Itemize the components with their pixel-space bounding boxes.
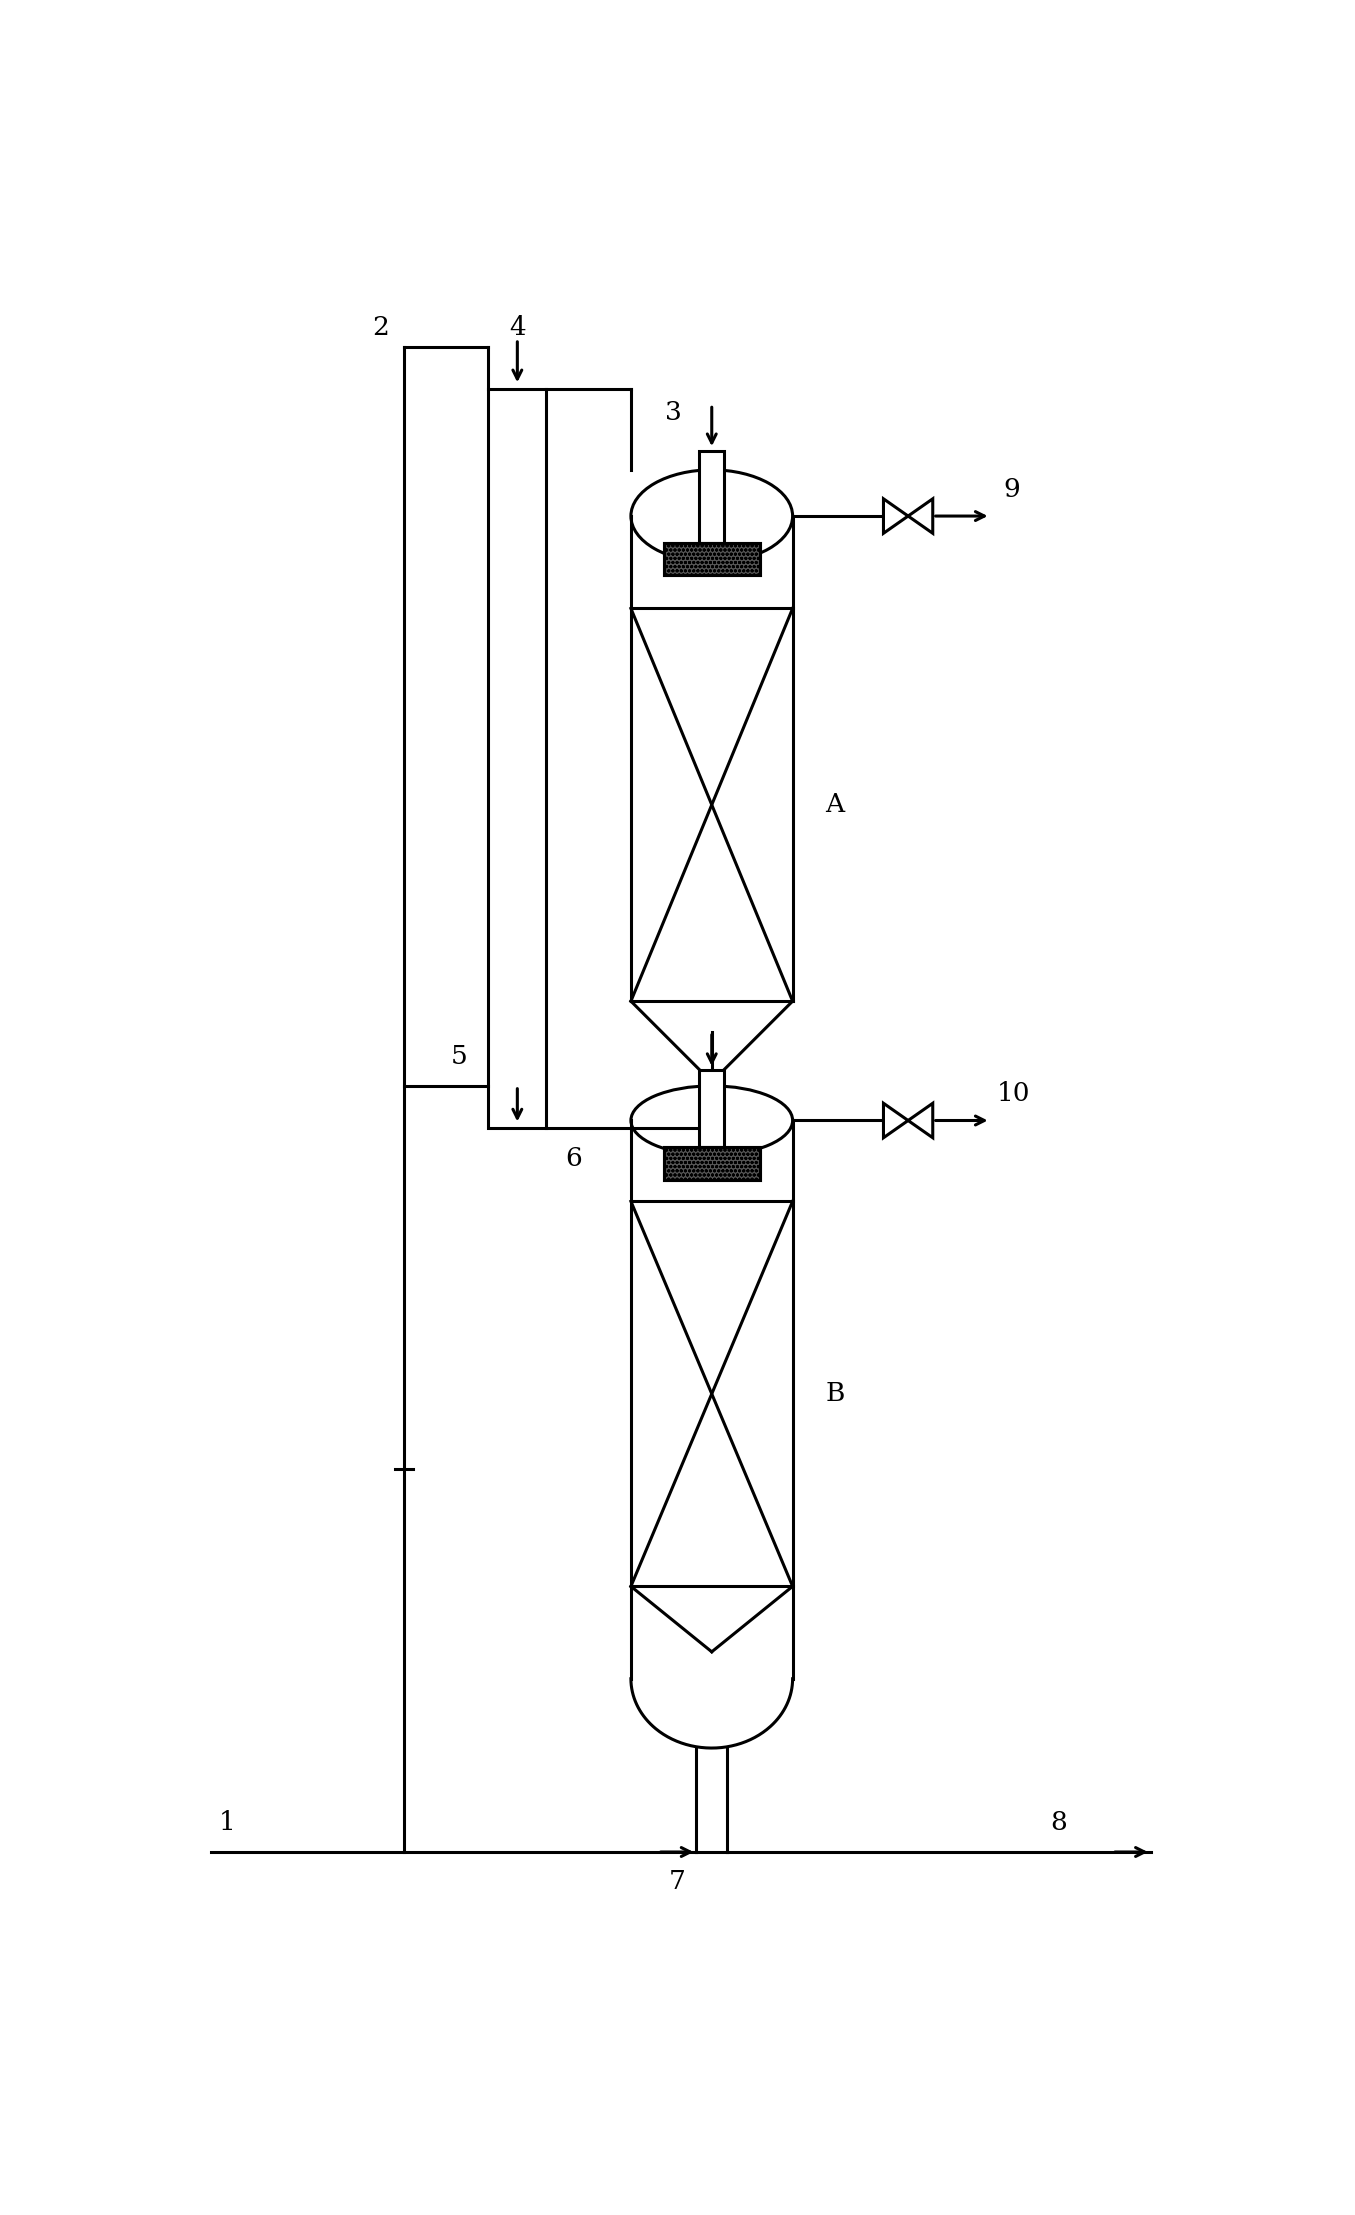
Ellipse shape <box>631 1085 793 1156</box>
Text: 7: 7 <box>668 1869 686 1894</box>
Text: 10: 10 <box>997 1081 1030 1105</box>
Ellipse shape <box>631 470 793 563</box>
Bar <box>488 390 546 1127</box>
Bar <box>664 1147 760 1181</box>
Bar <box>699 450 724 543</box>
Text: 3: 3 <box>665 399 682 425</box>
Text: 5: 5 <box>451 1043 467 1070</box>
Bar <box>664 543 760 576</box>
Polygon shape <box>883 498 908 534</box>
Text: 6: 6 <box>565 1147 581 1172</box>
Polygon shape <box>908 498 932 534</box>
Text: 4: 4 <box>509 315 526 339</box>
Text: 9: 9 <box>1004 476 1020 501</box>
Bar <box>664 1147 760 1181</box>
Text: 8: 8 <box>1050 1810 1066 1836</box>
Text: 1: 1 <box>218 1810 234 1836</box>
Bar <box>699 1070 724 1147</box>
Text: A: A <box>825 793 844 817</box>
Bar <box>664 543 760 576</box>
Text: B: B <box>825 1382 844 1407</box>
Text: 2: 2 <box>373 315 389 339</box>
Polygon shape <box>883 1103 908 1139</box>
Polygon shape <box>908 1103 932 1139</box>
